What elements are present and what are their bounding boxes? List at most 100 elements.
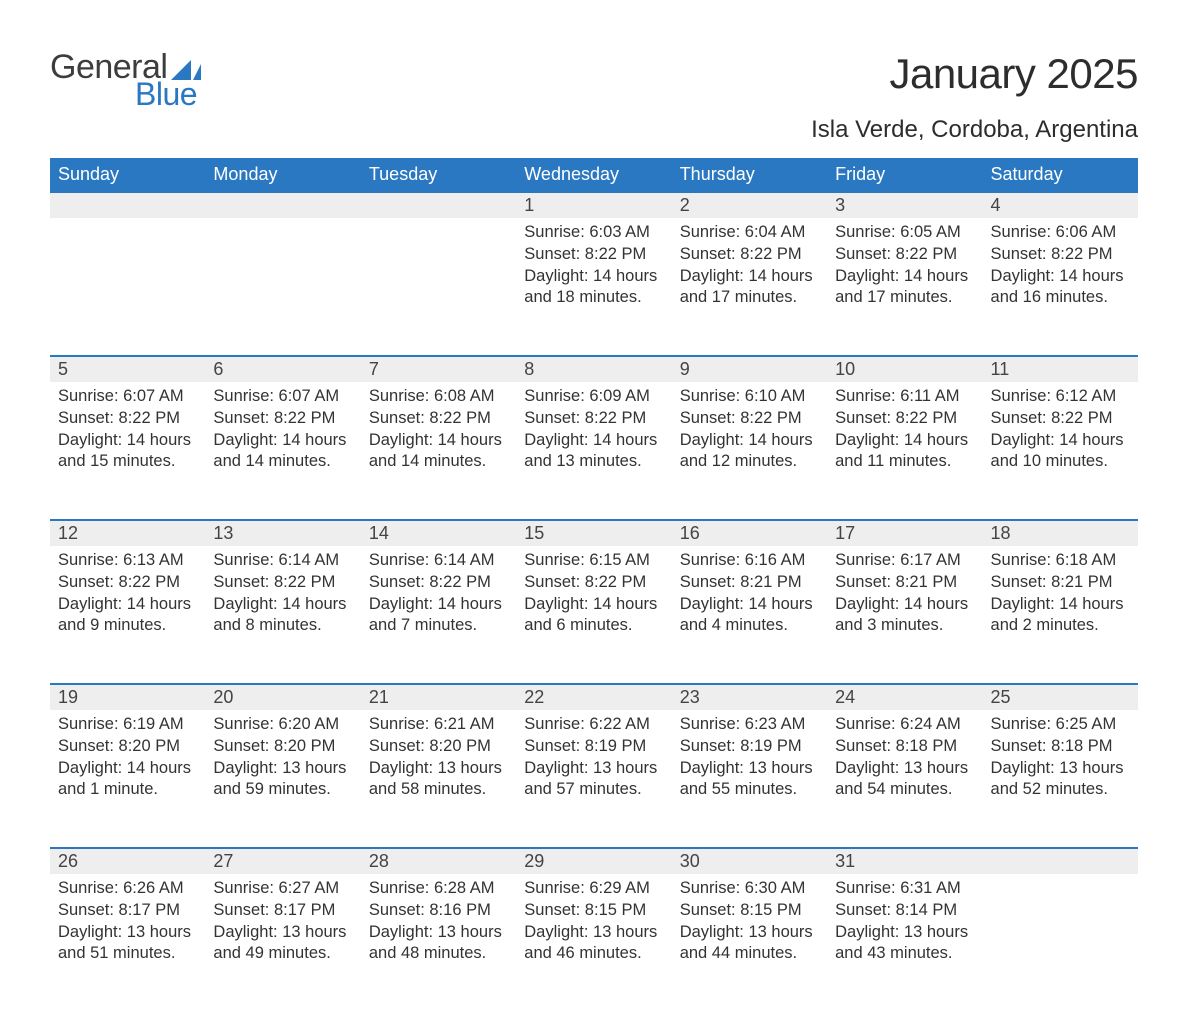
day-content-cell: Sunrise: 6:31 AMSunset: 8:14 PMDaylight:… [827, 874, 982, 1012]
day-content-cell: Sunrise: 6:17 AMSunset: 8:21 PMDaylight:… [827, 546, 982, 684]
day-content-cell: Sunrise: 6:28 AMSunset: 8:16 PMDaylight:… [361, 874, 516, 1012]
sunset-text: Sunset: 8:21 PM [680, 572, 819, 594]
sunset-text: Sunset: 8:20 PM [58, 736, 197, 758]
sunset-text: Sunset: 8:22 PM [213, 572, 352, 594]
day-number-cell: 9 [672, 356, 827, 382]
day-content-cell: Sunrise: 6:13 AMSunset: 8:22 PMDaylight:… [50, 546, 205, 684]
sunrise-text: Sunrise: 6:19 AM [58, 714, 197, 736]
calendar-table: SundayMondayTuesdayWednesdayThursdayFrid… [50, 158, 1138, 1012]
day-number-cell: 21 [361, 684, 516, 710]
day-number-cell: 4 [983, 192, 1138, 218]
day-content-cell: Sunrise: 6:12 AMSunset: 8:22 PMDaylight:… [983, 382, 1138, 520]
day-number-cell: 2 [672, 192, 827, 218]
sunset-text: Sunset: 8:19 PM [680, 736, 819, 758]
daylight-text: Daylight: 13 hours and 59 minutes. [213, 758, 352, 802]
sunrise-text: Sunrise: 6:21 AM [369, 714, 508, 736]
day-content-cell: Sunrise: 6:19 AMSunset: 8:20 PMDaylight:… [50, 710, 205, 848]
day-number-cell: 15 [516, 520, 671, 546]
day-number-cell [361, 192, 516, 218]
daylight-text: Daylight: 13 hours and 46 minutes. [524, 922, 663, 966]
day-content-cell: Sunrise: 6:16 AMSunset: 8:21 PMDaylight:… [672, 546, 827, 684]
sunrise-text: Sunrise: 6:14 AM [369, 550, 508, 572]
day-content-row: Sunrise: 6:19 AMSunset: 8:20 PMDaylight:… [50, 710, 1138, 848]
sunset-text: Sunset: 8:14 PM [835, 900, 974, 922]
day-number-cell: 16 [672, 520, 827, 546]
day-content-row: Sunrise: 6:13 AMSunset: 8:22 PMDaylight:… [50, 546, 1138, 684]
day-number-cell [50, 192, 205, 218]
sunrise-text: Sunrise: 6:24 AM [835, 714, 974, 736]
weekday-header: Monday [205, 158, 360, 192]
day-content-row: Sunrise: 6:26 AMSunset: 8:17 PMDaylight:… [50, 874, 1138, 1012]
day-number-cell: 22 [516, 684, 671, 710]
day-number-row: 1234 [50, 192, 1138, 218]
daylight-text: Daylight: 14 hours and 17 minutes. [835, 266, 974, 310]
sunrise-text: Sunrise: 6:16 AM [680, 550, 819, 572]
day-number-cell: 6 [205, 356, 360, 382]
sunrise-text: Sunrise: 6:31 AM [835, 878, 974, 900]
day-number-cell: 5 [50, 356, 205, 382]
day-number-cell: 3 [827, 192, 982, 218]
day-content-cell: Sunrise: 6:04 AMSunset: 8:22 PMDaylight:… [672, 218, 827, 356]
day-number-cell: 8 [516, 356, 671, 382]
title-block: January 2025 Isla Verde, Cordoba, Argent… [811, 50, 1138, 144]
daylight-text: Daylight: 14 hours and 13 minutes. [524, 430, 663, 474]
day-content-cell: Sunrise: 6:08 AMSunset: 8:22 PMDaylight:… [361, 382, 516, 520]
sunrise-text: Sunrise: 6:15 AM [524, 550, 663, 572]
weekday-header: Tuesday [361, 158, 516, 192]
day-content-cell: Sunrise: 6:22 AMSunset: 8:19 PMDaylight:… [516, 710, 671, 848]
day-content-cell: Sunrise: 6:06 AMSunset: 8:22 PMDaylight:… [983, 218, 1138, 356]
sunset-text: Sunset: 8:22 PM [991, 408, 1130, 430]
day-content-cell: Sunrise: 6:11 AMSunset: 8:22 PMDaylight:… [827, 382, 982, 520]
sunset-text: Sunset: 8:17 PM [58, 900, 197, 922]
day-number-cell [983, 848, 1138, 874]
day-number-cell: 7 [361, 356, 516, 382]
day-content-cell: Sunrise: 6:24 AMSunset: 8:18 PMDaylight:… [827, 710, 982, 848]
sunrise-text: Sunrise: 6:11 AM [835, 386, 974, 408]
sunset-text: Sunset: 8:20 PM [369, 736, 508, 758]
sunrise-text: Sunrise: 6:27 AM [213, 878, 352, 900]
sunset-text: Sunset: 8:22 PM [58, 572, 197, 594]
day-content-cell: Sunrise: 6:14 AMSunset: 8:22 PMDaylight:… [361, 546, 516, 684]
sunset-text: Sunset: 8:22 PM [680, 408, 819, 430]
weekday-header: Thursday [672, 158, 827, 192]
day-content-cell: Sunrise: 6:10 AMSunset: 8:22 PMDaylight:… [672, 382, 827, 520]
daylight-text: Daylight: 14 hours and 16 minutes. [991, 266, 1130, 310]
daylight-text: Daylight: 13 hours and 54 minutes. [835, 758, 974, 802]
daylight-text: Daylight: 13 hours and 49 minutes. [213, 922, 352, 966]
page-header: General Blue January 2025 Isla Verde, Co… [50, 50, 1138, 144]
month-title: January 2025 [811, 50, 1138, 98]
day-content-cell: Sunrise: 6:30 AMSunset: 8:15 PMDaylight:… [672, 874, 827, 1012]
daylight-text: Daylight: 14 hours and 14 minutes. [369, 430, 508, 474]
day-content-cell: Sunrise: 6:23 AMSunset: 8:19 PMDaylight:… [672, 710, 827, 848]
daylight-text: Daylight: 14 hours and 6 minutes. [524, 594, 663, 638]
day-content-row: Sunrise: 6:07 AMSunset: 8:22 PMDaylight:… [50, 382, 1138, 520]
day-number-cell: 26 [50, 848, 205, 874]
sunrise-text: Sunrise: 6:17 AM [835, 550, 974, 572]
sunrise-text: Sunrise: 6:22 AM [524, 714, 663, 736]
day-number-cell: 28 [361, 848, 516, 874]
daylight-text: Daylight: 14 hours and 10 minutes. [991, 430, 1130, 474]
sunset-text: Sunset: 8:22 PM [835, 408, 974, 430]
daylight-text: Daylight: 13 hours and 58 minutes. [369, 758, 508, 802]
sunset-text: Sunset: 8:22 PM [524, 572, 663, 594]
sunset-text: Sunset: 8:22 PM [369, 572, 508, 594]
day-content-cell: Sunrise: 6:09 AMSunset: 8:22 PMDaylight:… [516, 382, 671, 520]
day-content-cell: Sunrise: 6:05 AMSunset: 8:22 PMDaylight:… [827, 218, 982, 356]
daylight-text: Daylight: 13 hours and 44 minutes. [680, 922, 819, 966]
sunrise-text: Sunrise: 6:30 AM [680, 878, 819, 900]
sunset-text: Sunset: 8:19 PM [524, 736, 663, 758]
day-number-cell: 12 [50, 520, 205, 546]
weekday-header: Wednesday [516, 158, 671, 192]
daylight-text: Daylight: 14 hours and 3 minutes. [835, 594, 974, 638]
day-content-cell: Sunrise: 6:03 AMSunset: 8:22 PMDaylight:… [516, 218, 671, 356]
daylight-text: Daylight: 13 hours and 51 minutes. [58, 922, 197, 966]
sunrise-text: Sunrise: 6:07 AM [58, 386, 197, 408]
sunset-text: Sunset: 8:22 PM [58, 408, 197, 430]
sunset-text: Sunset: 8:18 PM [991, 736, 1130, 758]
daylight-text: Daylight: 13 hours and 52 minutes. [991, 758, 1130, 802]
sunrise-text: Sunrise: 6:03 AM [524, 222, 663, 244]
daylight-text: Daylight: 14 hours and 4 minutes. [680, 594, 819, 638]
sunset-text: Sunset: 8:18 PM [835, 736, 974, 758]
sunset-text: Sunset: 8:22 PM [991, 244, 1130, 266]
sunset-text: Sunset: 8:17 PM [213, 900, 352, 922]
